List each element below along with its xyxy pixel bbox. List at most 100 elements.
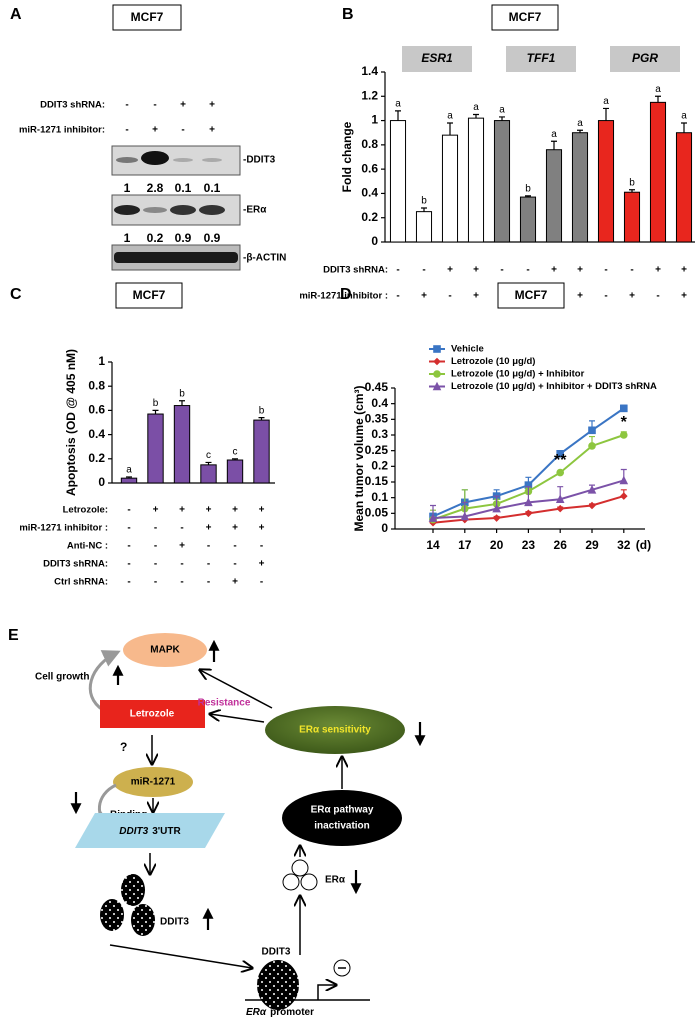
condition-sign: -: [127, 505, 130, 516]
edge-label: Resistance: [198, 698, 251, 709]
marker: [556, 468, 564, 477]
condition-label: miR-1271 inhibitor :: [299, 291, 388, 302]
condition-sign: -: [181, 125, 184, 136]
quantification: 0.9: [204, 231, 221, 245]
utr: 3'UTR: [152, 826, 181, 837]
error-bar: [577, 129, 583, 133]
node-label: MAPK: [150, 645, 180, 656]
condition-label: Ctrl shRNA:: [54, 577, 108, 588]
condition-sign: -: [154, 523, 157, 534]
y-tick-label: 1.2: [361, 88, 378, 102]
panel-e: E MAPK Cell growth Letrozole Resistance …: [8, 627, 426, 1018]
tss: [317, 985, 336, 1000]
significance-letter: b: [629, 177, 635, 188]
quantification: 0.9: [175, 231, 192, 245]
condition-sign: -: [656, 291, 659, 302]
condition-sign: +: [232, 523, 238, 534]
blot-label: -ERα: [243, 205, 267, 216]
significance-letter: c: [206, 450, 211, 461]
condition-sign: +: [152, 125, 158, 136]
bar: [441, 134, 459, 243]
condition-sign: -: [127, 541, 130, 552]
panel-label: C: [10, 286, 22, 303]
significance-letter: b: [525, 183, 531, 194]
marker: [432, 381, 442, 391]
condition-sign: +: [629, 291, 635, 302]
bar: [597, 120, 615, 243]
significance-letter: a: [499, 105, 505, 116]
y-axis-label: Mean tumor volume (cm³): [352, 385, 366, 531]
band: [173, 158, 193, 162]
x-tick-label: 26: [554, 538, 568, 552]
condition-sign: -: [207, 559, 210, 570]
condition-sign: +: [577, 291, 583, 302]
condition-sign: +: [259, 559, 265, 570]
panel-a: A MCF7: [10, 4, 241, 271]
condition-sign: +: [447, 265, 453, 276]
mir-node: [113, 767, 193, 797]
error-bar: [232, 458, 238, 461]
error-bar: [603, 107, 609, 121]
error-bar: [473, 113, 479, 119]
ddit3-protein: [131, 904, 155, 936]
pathway-node: [282, 790, 402, 846]
y-tick-label: 0.05: [365, 506, 389, 520]
condition-sign: +: [421, 291, 427, 302]
band: [143, 207, 167, 213]
condition-sign: -: [207, 577, 210, 588]
condition-sign: +: [232, 577, 238, 588]
condition-sign: -: [604, 265, 607, 276]
condition-sign: -: [260, 541, 263, 552]
error-bar: [421, 207, 427, 212]
condition-label: miR-1271 inhibitor:: [19, 125, 105, 136]
error-bar: [655, 95, 661, 103]
significance-letter: a: [126, 465, 132, 476]
gene: ERα: [246, 1007, 267, 1018]
condition-sign: -: [153, 100, 156, 111]
error-bar: [681, 122, 687, 133]
condition-sign: +: [259, 505, 265, 516]
node-label: ERα pathway: [311, 805, 374, 816]
band: [114, 252, 238, 263]
bar: [415, 211, 433, 243]
marker: [555, 494, 565, 504]
marker: [620, 431, 628, 439]
x-axis-label: (d): [636, 538, 651, 552]
group-label: ESR1: [421, 51, 453, 65]
bar: [675, 132, 693, 243]
marker: [620, 404, 628, 413]
condition-sign: -: [396, 265, 399, 276]
condition-sign: -: [422, 265, 425, 276]
legend-label: Letrozole (10 μg/d) + Inhibitor + DDIT3 …: [451, 381, 657, 392]
condition-sign: -: [500, 265, 503, 276]
condition-sign: +: [473, 291, 479, 302]
group-label: PGR: [632, 51, 658, 65]
y-tick-label: 0: [371, 234, 378, 248]
condition-sign: +: [473, 265, 479, 276]
error-bar: [395, 110, 401, 121]
cell-line: MCF7: [131, 10, 164, 24]
ddit3-bound: [257, 960, 299, 1010]
y-tick-label: 0.4: [371, 396, 388, 410]
bar: [200, 464, 217, 484]
marker: [556, 504, 564, 513]
condition-sign: +: [179, 541, 185, 552]
condition-sign: -: [127, 577, 130, 588]
er-sensitivity-node: [265, 706, 405, 754]
condition-sign: -: [630, 265, 633, 276]
significance-letter: a: [655, 84, 661, 95]
er-protein: [291, 859, 309, 877]
quantification: 0.1: [204, 181, 221, 195]
error-bar: [258, 417, 265, 421]
bar: [147, 413, 164, 484]
legend-label: Letrozole (10 μg/d) + Inhibitor: [451, 369, 585, 380]
x-tick-label: 23: [522, 538, 536, 552]
band: [202, 158, 222, 162]
marker: [433, 370, 441, 378]
y-tick-label: 0.4: [88, 427, 105, 441]
condition-sign: +: [655, 265, 661, 276]
y-tick-label: 0.3: [371, 427, 388, 441]
annotation: **: [554, 452, 567, 469]
condition-sign: +: [209, 100, 215, 111]
condition-label: DDIT3 shRNA:: [40, 100, 105, 111]
